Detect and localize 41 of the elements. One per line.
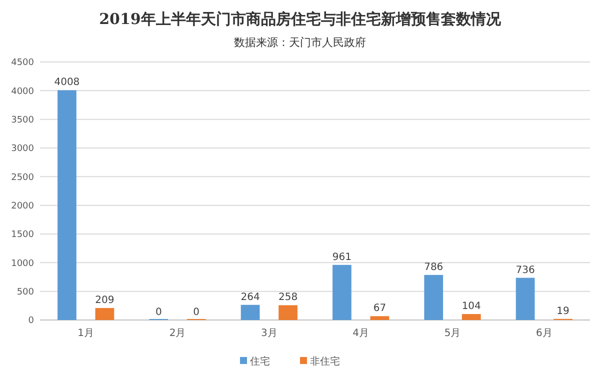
bar bbox=[332, 264, 352, 320]
x-tick-label: 5月 bbox=[444, 328, 461, 339]
bar bbox=[462, 314, 481, 320]
x-tick-label: 6月 bbox=[536, 328, 552, 339]
bar bbox=[278, 305, 298, 320]
y-tick-label: 4000 bbox=[11, 86, 34, 97]
x-tick-label: 3月 bbox=[260, 328, 278, 339]
data-label: 961 bbox=[332, 252, 352, 263]
y-tick-label: 2500 bbox=[11, 172, 34, 183]
x-tick-label: 4月 bbox=[352, 328, 370, 339]
y-tick-label: 3500 bbox=[11, 115, 34, 126]
y-tick-label: 1000 bbox=[11, 258, 34, 269]
bar bbox=[516, 278, 535, 320]
chart-subtitle: 数据来源：天门市人民政府 bbox=[234, 36, 366, 49]
data-label: 19 bbox=[556, 306, 570, 317]
data-label: 786 bbox=[424, 262, 444, 273]
bar bbox=[58, 90, 76, 320]
data-label: 736 bbox=[516, 264, 535, 276]
data-label: 104 bbox=[462, 301, 481, 312]
data-label: 258 bbox=[278, 292, 298, 304]
bar bbox=[240, 304, 260, 320]
y-tick-label: 500 bbox=[16, 287, 34, 298]
data-label: 264 bbox=[240, 292, 260, 303]
bar bbox=[424, 274, 444, 320]
y-tick-label: 4500 bbox=[11, 58, 34, 68]
y-tick-label: 2000 bbox=[11, 201, 34, 212]
bar bbox=[370, 316, 390, 320]
data-label: 4008 bbox=[54, 77, 80, 88]
data-label: 0 bbox=[155, 307, 162, 318]
y-tick-label: 0 bbox=[28, 316, 34, 326]
x-tick-label: 2月 bbox=[169, 328, 186, 339]
bar bbox=[95, 308, 114, 320]
x-tick-label: 1月 bbox=[78, 328, 94, 339]
data-label: 209 bbox=[95, 295, 114, 306]
legend-label: 住宅 bbox=[250, 356, 270, 368]
legend-label: 非住宅 bbox=[310, 356, 340, 368]
data-label: 0 bbox=[193, 307, 200, 318]
y-tick-label: 1500 bbox=[11, 230, 34, 240]
chart-title: 2019年上半年天门市商品房住宅与非住宅新增预售套数情况 bbox=[99, 10, 502, 28]
y-tick-label: 3000 bbox=[11, 144, 34, 154]
data-label: 67 bbox=[373, 303, 386, 314]
